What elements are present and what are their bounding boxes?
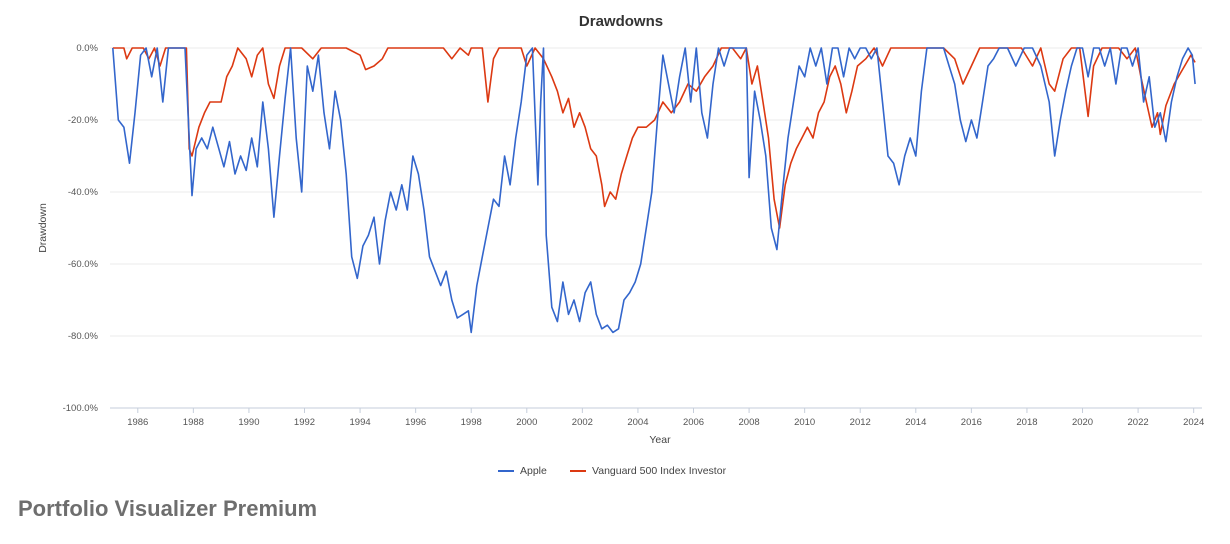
y-tick-label: -100.0% [63, 403, 99, 414]
y-tick-label: -40.0% [68, 187, 99, 198]
x-tick-label: 2010 [794, 417, 815, 428]
series-apple-line [112, 47, 1196, 334]
x-tick-label: 1994 [350, 417, 371, 428]
x-tick-label: 2002 [572, 417, 593, 428]
series-vanguard-line [112, 47, 1196, 229]
drawdowns-chart: Drawdowns 0.0% -20.0% -40.0% -60.0% -80.0% -1… [37, 13, 1204, 477]
y-tick-label: -80.0% [68, 331, 99, 342]
x-tick-label: 1998 [461, 417, 482, 428]
x-axis-label: Year [649, 434, 671, 446]
x-tick-label: 2022 [1128, 417, 1149, 428]
gridlines [110, 47, 1202, 337]
legend-label-apple: Apple [520, 465, 547, 477]
y-tick-label: 0.0% [76, 43, 98, 54]
legend-label-vanguard: Vanguard 500 Index Investor [592, 465, 727, 477]
x-axis-ticks: 1986 1988 1990 1992 1994 1996 1998 2000 2002 2004… [127, 408, 1204, 428]
x-tick-label: 2018 [1016, 417, 1037, 428]
y-axis-label: Drawdown [37, 203, 49, 253]
x-tick-label: 1986 [127, 417, 148, 428]
chart-title: Drawdowns [579, 13, 663, 30]
x-tick-label: 2020 [1072, 417, 1093, 428]
x-tick-label: 2012 [850, 417, 871, 428]
x-tick-label: 1992 [294, 417, 315, 428]
x-tick-label: 2000 [516, 417, 537, 428]
x-tick-label: 2004 [627, 417, 648, 428]
y-tick-label: -20.0% [68, 115, 99, 126]
x-tick-label: 2006 [683, 417, 704, 428]
x-tick-label: 2008 [739, 417, 760, 428]
legend: Apple Vanguard 500 Index Investor [498, 465, 727, 477]
x-tick-label: 1990 [238, 417, 259, 428]
series-lines [112, 47, 1196, 334]
x-tick-label: 1988 [183, 417, 204, 428]
caption: Portfolio Visualizer Premium [18, 496, 318, 521]
x-tick-label: 1996 [405, 417, 426, 428]
y-tick-label: -60.0% [68, 259, 99, 270]
y-axis-ticks: 0.0% -20.0% -40.0% -60.0% -80.0% -100.0% [63, 43, 99, 414]
x-tick-label: 2016 [961, 417, 982, 428]
x-tick-label: 2014 [905, 417, 926, 428]
x-tick-label: 2024 [1183, 417, 1204, 428]
